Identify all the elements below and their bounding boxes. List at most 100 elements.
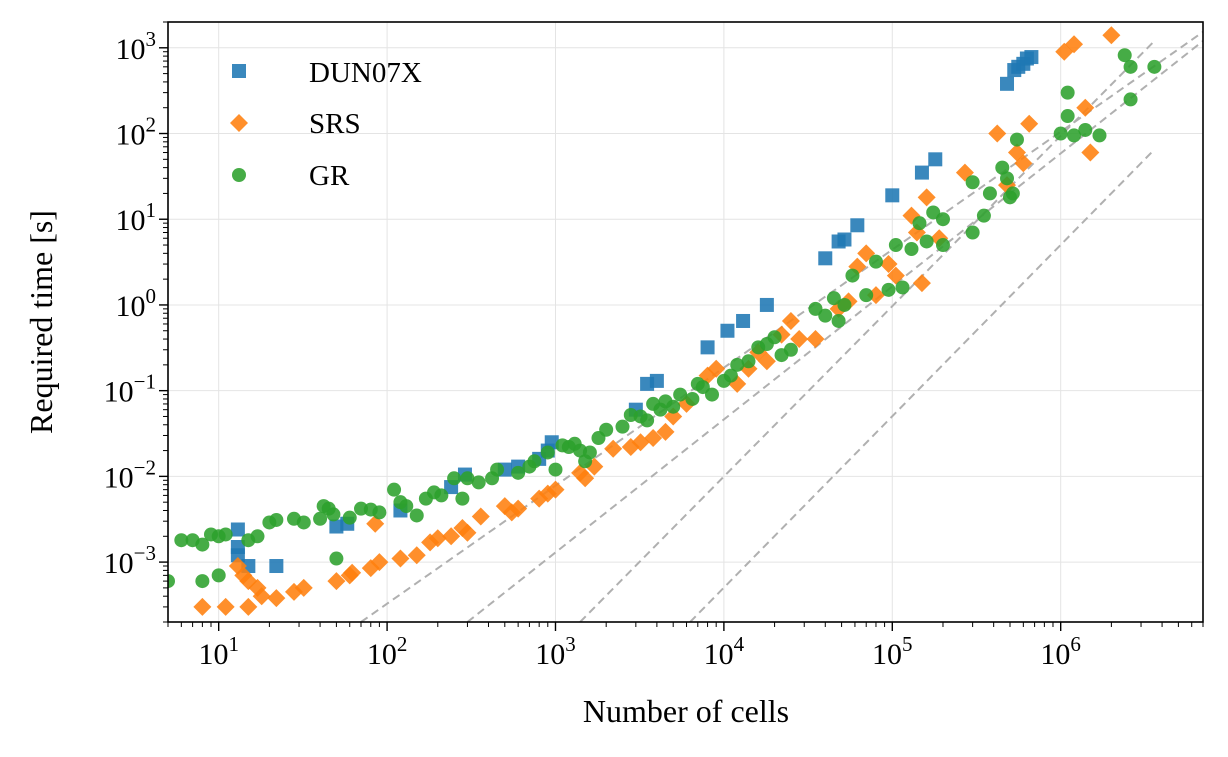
marker-dun07x <box>736 313 751 328</box>
marker-srs <box>757 352 776 371</box>
legend-label-srs: SRS <box>309 108 361 140</box>
marker-dun07x <box>700 340 715 355</box>
marker-dun07x <box>329 519 344 534</box>
marker-gr <box>326 507 341 522</box>
marker-gr <box>218 527 233 542</box>
marker-gr <box>1147 59 1162 74</box>
marker-gr <box>387 482 402 497</box>
marker-gr <box>926 205 941 220</box>
marker-srs <box>707 359 726 378</box>
marker-gr <box>269 512 284 527</box>
marker-gr <box>919 234 934 249</box>
marker-gr <box>1092 128 1107 143</box>
marker-srs <box>216 597 235 616</box>
marker-srs <box>267 589 286 608</box>
y-tick-label: 103 <box>116 27 157 66</box>
marker-gr <box>935 212 950 227</box>
marker-gr <box>1005 186 1020 201</box>
marker-dun07x <box>720 323 735 338</box>
legend-marker-dun07x <box>232 64 246 78</box>
y-tick-label: 10−3 <box>104 541 156 580</box>
legend-item-dun07x: DUN07X <box>232 57 422 89</box>
ref-line-4 <box>689 148 1156 622</box>
legend-marker-gr <box>232 168 246 182</box>
marker-gr <box>329 551 344 566</box>
marker-gr <box>982 186 997 201</box>
marker-srs <box>806 330 825 349</box>
marker-srs <box>917 188 936 207</box>
marker-gr <box>666 399 681 414</box>
marker-gr <box>723 368 738 383</box>
marker-srs <box>988 124 1007 143</box>
y-tick-label: 100 <box>116 284 157 323</box>
marker-gr <box>976 208 991 223</box>
marker-srs <box>343 563 362 582</box>
marker-srs <box>644 429 663 448</box>
marker-srs <box>428 529 447 548</box>
marker-gr <box>540 445 555 460</box>
marker-gr <box>1067 128 1082 143</box>
marker-gr <box>888 238 903 253</box>
marker-gr <box>965 225 980 240</box>
marker-gr <box>741 354 756 369</box>
marker-gr <box>434 488 449 503</box>
marker-gr <box>455 491 470 506</box>
marker-gr <box>1060 85 1075 100</box>
marker-gr <box>313 511 328 526</box>
marker-gr <box>1123 59 1138 74</box>
marker-srs <box>1065 35 1084 54</box>
marker-srs <box>1020 114 1039 133</box>
marker-gr <box>296 515 311 530</box>
marker-dun07x <box>269 559 284 574</box>
y-axis-title: Required time [s] <box>23 210 59 434</box>
legend: DUN07X SRS GR <box>230 57 422 192</box>
marker-gr <box>845 268 860 283</box>
marker-srs <box>502 503 521 522</box>
marker-srs <box>252 587 271 606</box>
marker-gr <box>1009 132 1024 147</box>
y-tick-label: 101 <box>116 198 157 237</box>
marker-gr <box>548 462 563 477</box>
x-axis-title: Number of cells <box>583 693 789 729</box>
marker-srs <box>604 439 623 458</box>
marker-dun07x <box>230 522 245 537</box>
marker-dun07x <box>818 251 833 266</box>
marker-gr <box>881 282 896 297</box>
marker-gr <box>1000 171 1015 186</box>
marker-gr <box>826 291 841 306</box>
marker-gr <box>490 462 505 477</box>
marker-gr <box>582 445 597 460</box>
marker-srs <box>294 578 313 597</box>
marker-srs <box>886 266 905 285</box>
legend-marker-srs <box>230 114 248 132</box>
marker-srs <box>879 255 898 274</box>
marker-gr <box>1123 92 1138 107</box>
marker-dun07x <box>850 218 865 233</box>
marker-srs <box>391 549 410 568</box>
marker-gr <box>1060 109 1075 124</box>
marker-srs <box>370 553 389 572</box>
y-tick-label: 10−1 <box>104 370 156 409</box>
data-markers <box>168 26 1162 616</box>
marker-gr <box>640 413 655 428</box>
marker-gr <box>372 505 387 520</box>
marker-gr <box>868 254 883 269</box>
marker-gr <box>859 288 874 303</box>
marker-gr <box>211 568 226 583</box>
marker-srs <box>656 422 675 441</box>
legend-label-gr: GR <box>309 160 350 192</box>
x-tick-label: 106 <box>1040 632 1081 671</box>
marker-gr <box>808 301 823 316</box>
marker-gr <box>965 175 980 190</box>
marker-gr <box>409 508 424 523</box>
marker-gr <box>767 330 782 345</box>
marker-gr <box>995 160 1010 175</box>
marker-srs <box>790 330 809 349</box>
marker-srs <box>912 274 931 293</box>
marker-dun07x <box>837 232 852 247</box>
marker-gr <box>673 387 688 402</box>
marker-gr <box>935 238 950 253</box>
marker-gr <box>705 387 720 402</box>
x-tick-label: 101 <box>198 632 239 671</box>
